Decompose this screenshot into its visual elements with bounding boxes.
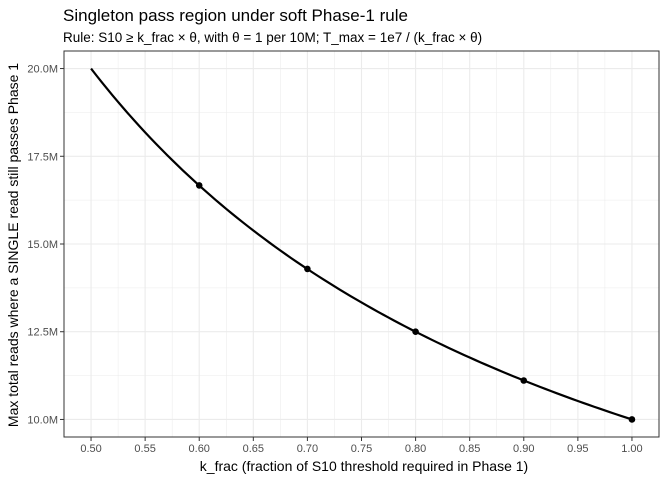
x-tick-label: 0.90 bbox=[513, 443, 534, 455]
x-tick-label: 0.75 bbox=[351, 443, 372, 455]
data-marks bbox=[90, 67, 636, 423]
x-tick-label: 0.65 bbox=[243, 443, 264, 455]
chart-subtitle: Rule: S10 ≥ k_frac × θ, with θ = 1 per 1… bbox=[63, 30, 482, 45]
y-tick-label: 10.0M bbox=[27, 414, 58, 426]
x-tick-label: 0.80 bbox=[405, 443, 426, 455]
data-point bbox=[304, 265, 311, 273]
y-tick-label: 12.5M bbox=[27, 327, 58, 339]
x-tick-label: 0.95 bbox=[567, 443, 588, 455]
x-tick-label: 0.60 bbox=[189, 443, 210, 455]
data-point bbox=[520, 377, 528, 384]
x-tick-label: 0.85 bbox=[459, 443, 480, 455]
y-axis-title: Max total reads where a SINGLE read stil… bbox=[5, 63, 21, 427]
x-tick-label: 0.55 bbox=[134, 443, 155, 455]
axes: 0.50 0.55 0.60 0.65 0.70 0.75 0.80 0.85 0.90 0.95… bbox=[27, 64, 642, 455]
series-line bbox=[90, 67, 633, 421]
x-tick-label: 0.70 bbox=[297, 443, 318, 455]
gridlines bbox=[64, 51, 659, 437]
y-tick-label: 17.5M bbox=[27, 151, 58, 163]
y-tick-label: 15.0M bbox=[27, 239, 58, 251]
chart-title: Singleton pass region under soft Phase-1… bbox=[63, 6, 408, 25]
data-point bbox=[412, 328, 419, 336]
data-point bbox=[195, 182, 203, 189]
data-point bbox=[628, 416, 636, 423]
x-tick-label: 1.00 bbox=[621, 443, 642, 455]
x-axis-title: k_frac (fraction of S10 threshold requir… bbox=[200, 458, 528, 474]
y-tick-label: 20.0M bbox=[27, 64, 58, 76]
x-tick-label: 0.50 bbox=[80, 443, 101, 455]
